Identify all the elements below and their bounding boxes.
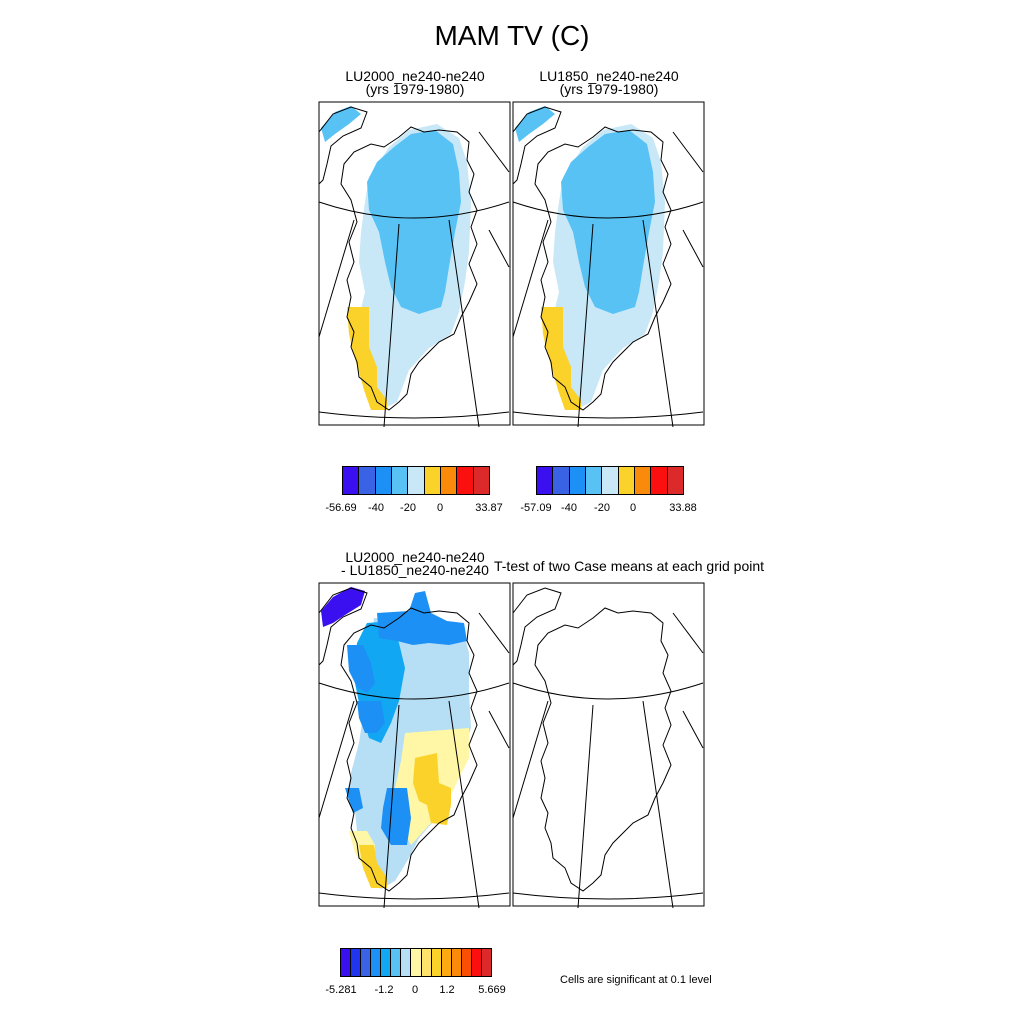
- colorbar-swatch: [381, 949, 392, 976]
- colorbar-swatch: [667, 467, 683, 494]
- panel1-map: [318, 101, 511, 428]
- colorbar-swatch: [471, 949, 482, 976]
- colorbar-swatch: [431, 949, 442, 976]
- panel2-title: LU1850_ne240-ne240 (yrs 1979-1980): [509, 68, 709, 97]
- colorbar-swatch: [411, 949, 422, 976]
- colorbar-1: [342, 466, 490, 495]
- colorbar-1-tick: -40: [368, 502, 384, 514]
- significance-note: Cells are significant at 0.1 level: [560, 974, 712, 986]
- colorbar-swatch: [585, 467, 603, 494]
- colorbar-1-tick: 0: [436, 502, 444, 514]
- colorbar-swatch: [553, 467, 570, 494]
- panel3-title-line2: - LU1850_ne240-ne240: [341, 562, 489, 578]
- colorbar-2-tick-min: -57.09: [520, 502, 552, 514]
- colorbar-3-tick-min: -5.281: [325, 984, 357, 996]
- colorbar-swatch: [537, 467, 554, 494]
- colorbar-3-tick-max: 5.669: [478, 984, 506, 996]
- panel4-title-line1: T-test of two Case means at each grid po…: [493, 558, 765, 574]
- colorbar-swatch: [371, 949, 382, 976]
- panel2-title-line1: LU1850_ne240-ne240: [539, 68, 679, 84]
- panel4-map: [512, 582, 705, 909]
- colorbar-swatch: [375, 467, 392, 494]
- colorbar-3: [340, 948, 492, 977]
- colorbar-swatch: [473, 467, 489, 494]
- colorbar-swatch: [481, 949, 491, 976]
- colorbar-2: [536, 466, 684, 495]
- colorbar-swatch: [618, 467, 635, 494]
- colorbar-swatch: [351, 949, 362, 976]
- colorbar-swatch: [401, 949, 412, 976]
- colorbar-swatch: [391, 467, 409, 494]
- colorbar-swatch: [461, 949, 472, 976]
- colorbar-swatch: [361, 949, 372, 976]
- colorbar-3-tick: 1.2: [439, 984, 455, 996]
- panel2-title-line2: (yrs 1979-1980): [559, 81, 659, 97]
- panel1-title-line1: LU2000_ne240-ne240: [345, 68, 485, 84]
- colorbar-swatch: [634, 467, 652, 494]
- colorbar-swatch: [441, 949, 452, 976]
- colorbar-swatch: [451, 949, 462, 976]
- panel3-map: [318, 582, 511, 909]
- colorbar-swatch: [343, 467, 360, 494]
- colorbar-swatch: [421, 949, 432, 976]
- colorbar-3-tick: 0: [411, 984, 419, 996]
- colorbar-1-tick: -20: [400, 502, 416, 514]
- colorbar-swatch: [408, 467, 425, 494]
- colorbar-swatch: [341, 949, 352, 976]
- panel1-title-line2: (yrs 1979-1980): [365, 81, 465, 97]
- colorbar-1-tick-min: -56.69: [325, 502, 357, 514]
- colorbar-swatch: [359, 467, 376, 494]
- colorbar-2-tick-max: 33.88: [669, 502, 697, 514]
- colorbar-3-tick: -1.2: [374, 984, 394, 996]
- colorbar-swatch: [424, 467, 441, 494]
- colorbar-swatch: [440, 467, 458, 494]
- main-title: MAM TV (C): [434, 20, 590, 51]
- colorbar-swatch: [569, 467, 586, 494]
- colorbar-1-tick-max: 33.87: [475, 502, 503, 514]
- colorbar-2-tick: 0: [629, 502, 637, 514]
- panel4-title: T-test of two Case means at each grid po…: [484, 558, 774, 574]
- panel3-title-line1: LU2000_ne240-ne240: [345, 549, 485, 565]
- colorbar-2-tick: -40: [561, 502, 577, 514]
- colorbar-swatch: [602, 467, 619, 494]
- colorbar-swatch: [391, 949, 402, 976]
- panel2-map: [512, 101, 705, 428]
- colorbar-swatch: [651, 467, 668, 494]
- panel1-title: LU2000_ne240-ne240 (yrs 1979-1980): [315, 68, 515, 97]
- panel3-title: LU2000_ne240-ne240 - LU1850_ne240-ne240: [315, 549, 515, 578]
- colorbar-2-tick: -20: [594, 502, 610, 514]
- colorbar-swatch: [457, 467, 474, 494]
